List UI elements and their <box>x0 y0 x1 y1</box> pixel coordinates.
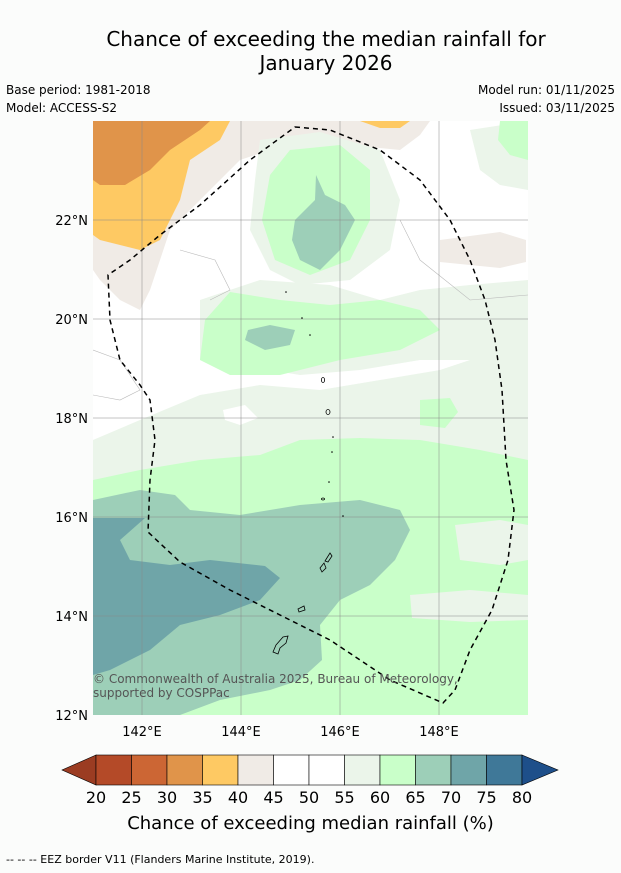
lat-label-20n: 20°N <box>55 313 88 328</box>
lat-label-12n: 12°N <box>55 709 88 724</box>
base-period: Base period: 1981-2018 <box>6 83 151 97</box>
contour-60-65-e <box>498 121 528 160</box>
island-north-1 <box>320 377 325 383</box>
colorbar-tick-40: 40 <box>228 788 248 807</box>
lon-label-146e: 146°E <box>320 725 360 740</box>
colorbar-segment <box>379 754 416 786</box>
contour-65-70-b <box>292 175 355 270</box>
contour-65-70-c <box>245 325 295 350</box>
colorbar-segment <box>237 754 274 786</box>
model-name: Model: ACCESS-S2 <box>6 101 118 115</box>
issued-date: Issued: 03/11/2025 <box>499 101 615 115</box>
colorbar-tick-55: 55 <box>334 788 354 807</box>
colorbar-segment <box>308 754 345 786</box>
contour-60-65-b <box>200 292 440 375</box>
island-north-3 <box>321 497 325 501</box>
map-title: Chance of exceeding the median rainfall … <box>0 27 621 75</box>
contour-45-50-b <box>440 232 526 268</box>
contour-40-45-b <box>360 121 410 128</box>
model-run: Model run: 01/11/2025 <box>477 83 615 97</box>
colorbar-tick-80: 80 <box>512 788 532 807</box>
colorbar-tick-50: 50 <box>299 788 319 807</box>
copyright-notice: © Commonwealth of Australia 2025, Bureau… <box>93 672 458 700</box>
colorbar <box>61 754 559 786</box>
colorbar-title: Chance of exceeding median rainfall (%) <box>127 813 494 834</box>
island-saipan <box>324 552 333 563</box>
gridlines <box>93 121 528 715</box>
colorbar-tick-45: 45 <box>263 788 283 807</box>
lat-label-16n: 16°N <box>55 511 88 526</box>
lat-label-22n: 22°N <box>55 214 88 229</box>
colorbar-segment <box>273 754 310 786</box>
colorbar-tick-60: 60 <box>370 788 390 807</box>
colorbar-segment <box>450 754 487 786</box>
contour-55-60-e <box>455 520 528 565</box>
lon-labels: 142°E 144°E 146°E 148°E <box>122 725 459 740</box>
lon-label-144e: 144°E <box>221 725 261 740</box>
island-rota <box>297 605 306 613</box>
colorbar-tick-35: 35 <box>192 788 212 807</box>
island-dots <box>285 291 344 517</box>
eez-border <box>107 126 515 704</box>
colorbar-segment <box>344 754 381 786</box>
colorbar-tick-20: 20 <box>86 788 106 807</box>
colorbar-segment <box>166 754 203 786</box>
island-north-2 <box>325 409 331 415</box>
colorbar-segment <box>486 754 523 786</box>
colorbar-tick-75: 75 <box>476 788 496 807</box>
contour-lines <box>93 219 528 401</box>
island-tinian <box>319 562 327 573</box>
lon-label-148e: 148°E <box>419 725 459 740</box>
eez-legend-footnote: -- -- -- EEZ border V11 (Flanders Marine… <box>6 853 315 866</box>
island-guam <box>272 635 289 655</box>
colorbar-segment <box>202 754 239 786</box>
colorbar-tick-25: 25 <box>121 788 141 807</box>
contour-55-60-f <box>410 590 528 622</box>
contour-50-55-b <box>223 405 258 425</box>
colorbar-extend-high <box>521 754 559 786</box>
contour-70-75 <box>93 518 280 675</box>
lat-label-14n: 14°N <box>55 610 88 625</box>
map-title-line1: Chance of exceeding the median rainfall … <box>106 27 546 51</box>
contour-35-40 <box>93 121 210 185</box>
colorbar-segment <box>131 754 168 786</box>
islands <box>272 377 333 655</box>
lon-label-142e: 142°E <box>122 725 162 740</box>
colorbar-tick-70: 70 <box>441 788 461 807</box>
colorbar-tick-65: 65 <box>405 788 425 807</box>
colorbar-tick-30: 30 <box>157 788 177 807</box>
map-title-line2: January 2026 <box>259 51 393 75</box>
lat-label-18n: 18°N <box>55 412 88 427</box>
meta-right: Model run: 01/11/2025 Issued: 03/11/2025 <box>478 81 615 117</box>
colorbar-extend-low <box>61 754 97 786</box>
colorbar-ticks: 20 25 30 35 40 45 50 55 60 65 70 75 80 <box>86 788 532 807</box>
meta-left: Base period: 1981-2018 Model: ACCESS-S2 <box>6 81 151 117</box>
colorbar-segment <box>95 754 132 786</box>
lat-labels: 22°N 20°N 18°N 16°N 14°N 12°N <box>55 214 88 724</box>
colorbar-segment <box>415 754 452 786</box>
